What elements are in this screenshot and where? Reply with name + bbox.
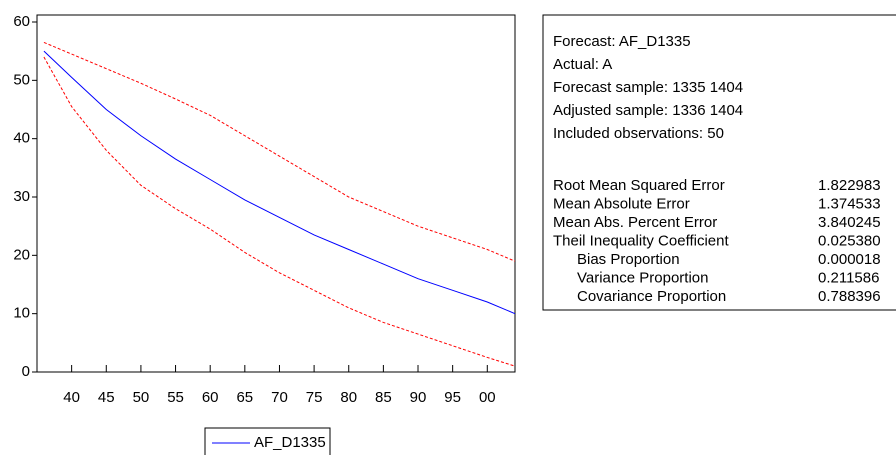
stats-value: 1.374533 [818, 195, 881, 212]
stats-value: 3.840245 [818, 214, 881, 231]
y-tick-label: 10 [13, 305, 30, 322]
series-line [43, 50, 516, 315]
stats-label: Root Mean Squared Error [553, 177, 725, 194]
x-tick-label: 85 [375, 389, 392, 406]
x-tick-label: 60 [202, 389, 219, 406]
stats-box [542, 14, 896, 311]
x-tick-label: 55 [167, 389, 184, 406]
stats-label: Theil Inequality Coefficient [553, 232, 729, 249]
legend-label: AF_D1335 [254, 434, 326, 451]
plot-frame [36, 14, 516, 373]
series-line [43, 56, 516, 367]
y-tick-label: 20 [13, 246, 30, 263]
stats-line: Forecast sample: 1335 1404 [553, 79, 743, 96]
stats-line: Adjusted sample: 1336 1404 [553, 102, 743, 119]
stats-label: Mean Abs. Percent Error [553, 214, 717, 231]
stats-value: 0.788396 [818, 288, 881, 305]
stats-line: Included observations: 50 [553, 125, 724, 142]
x-tick-label: 75 [306, 389, 323, 406]
x-tick-label: 95 [444, 389, 461, 406]
stats-value: 0.211586 [818, 269, 879, 286]
stats-line: Actual: A [553, 56, 612, 73]
stats-value: 1.822983 [818, 177, 881, 194]
x-tick-label: 45 [98, 389, 115, 406]
stats-label: Variance Proportion [577, 269, 708, 286]
legend-box [204, 427, 331, 455]
x-tick-label: 70 [271, 389, 288, 406]
x-tick-label: 90 [410, 389, 427, 406]
stats-value: 0.000018 [818, 251, 881, 268]
stats-label: Covariance Proportion [577, 288, 726, 305]
x-tick-label: 50 [133, 389, 150, 406]
x-tick-label: 40 [63, 389, 80, 406]
y-tick-label: 60 [13, 13, 30, 30]
x-tick-label: 00 [479, 389, 496, 406]
y-tick-label: 50 [13, 71, 30, 88]
stats-value: 0.025380 [818, 232, 881, 249]
stats-line: Forecast: AF_D1335 [553, 33, 691, 50]
x-tick-label: 65 [236, 389, 253, 406]
stats-label: Bias Proportion [577, 251, 680, 268]
series-line [43, 41, 516, 262]
x-tick-label: 80 [340, 389, 357, 406]
y-tick-label: 0 [22, 363, 30, 380]
stats-label: Mean Absolute Error [553, 195, 690, 212]
y-tick-label: 30 [13, 188, 30, 205]
y-tick-label: 40 [13, 130, 30, 147]
